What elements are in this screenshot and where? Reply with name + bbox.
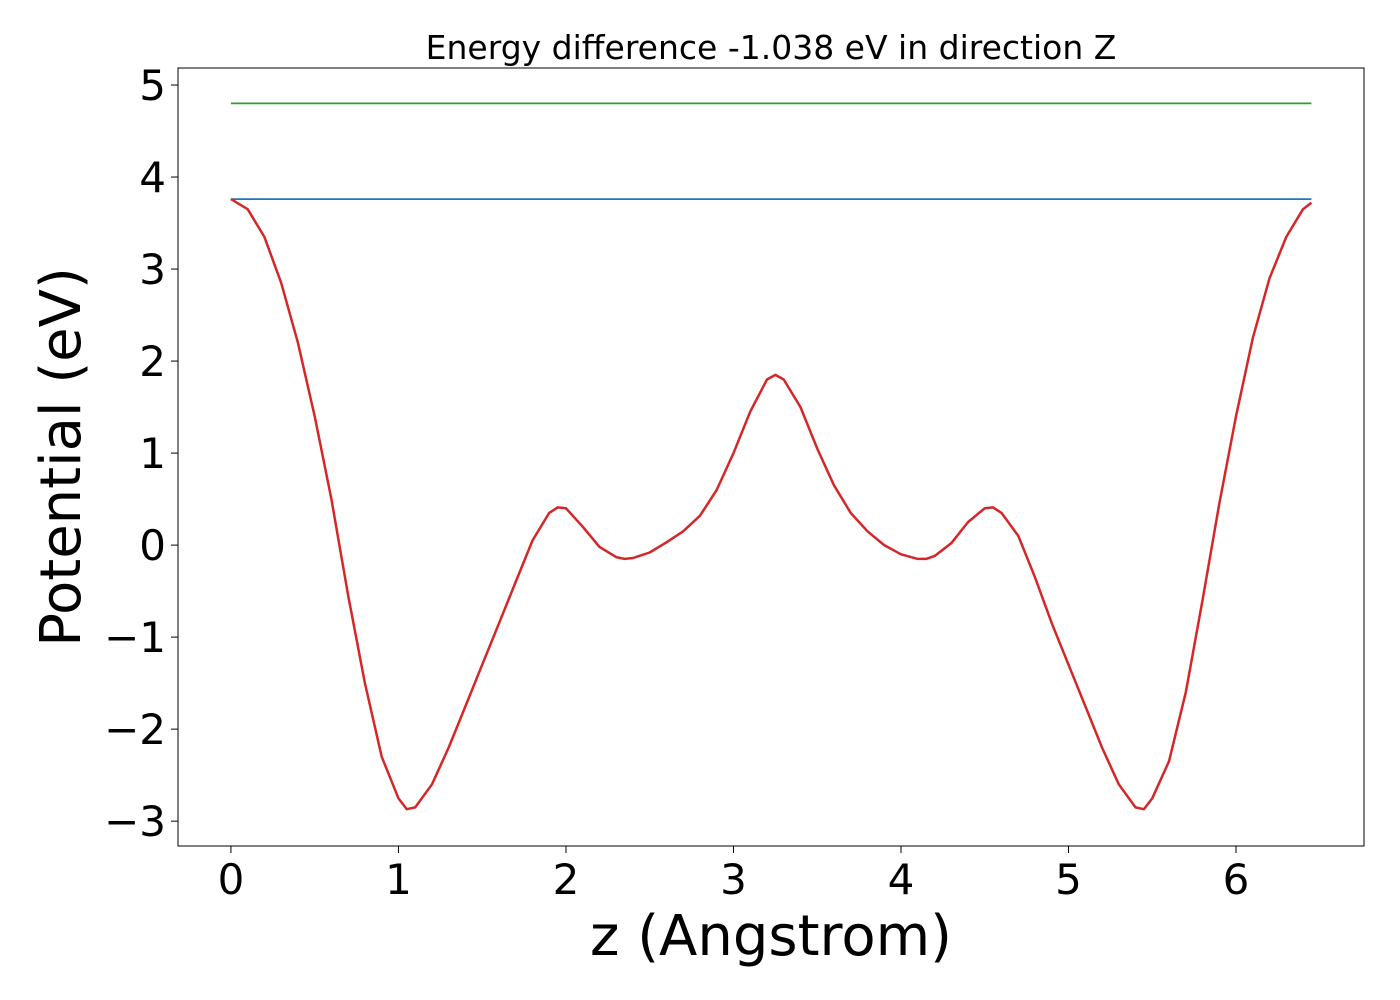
y-tick-label: −3 bbox=[104, 797, 166, 846]
y-tick-label: 5 bbox=[139, 61, 166, 110]
y-tick-label: 3 bbox=[139, 245, 166, 294]
chart-title: Energy difference -1.038 eV in direction… bbox=[426, 28, 1117, 67]
x-tick-label: 3 bbox=[720, 855, 747, 904]
plot-frame bbox=[177, 67, 1365, 847]
y-tick-label: −2 bbox=[104, 705, 166, 754]
x-tick-label: 6 bbox=[1223, 855, 1250, 904]
x-tick-label: 2 bbox=[553, 855, 580, 904]
y-tick-label: −1 bbox=[104, 613, 166, 662]
x-tick-label: 1 bbox=[385, 855, 412, 904]
x-tick-label: 4 bbox=[888, 855, 915, 904]
x-axis-label: z (Angstrom) bbox=[590, 904, 952, 969]
x-tick-label: 5 bbox=[1055, 855, 1082, 904]
line-series bbox=[230, 198, 1313, 811]
y-tick-label: 1 bbox=[139, 429, 166, 478]
x-tick-label: 0 bbox=[218, 855, 245, 904]
y-tick-label: 4 bbox=[139, 153, 166, 202]
y-axis-label: Potential (eV) bbox=[29, 267, 94, 647]
y-tick-label: 0 bbox=[139, 521, 166, 570]
y-tick-label: 2 bbox=[139, 337, 166, 386]
